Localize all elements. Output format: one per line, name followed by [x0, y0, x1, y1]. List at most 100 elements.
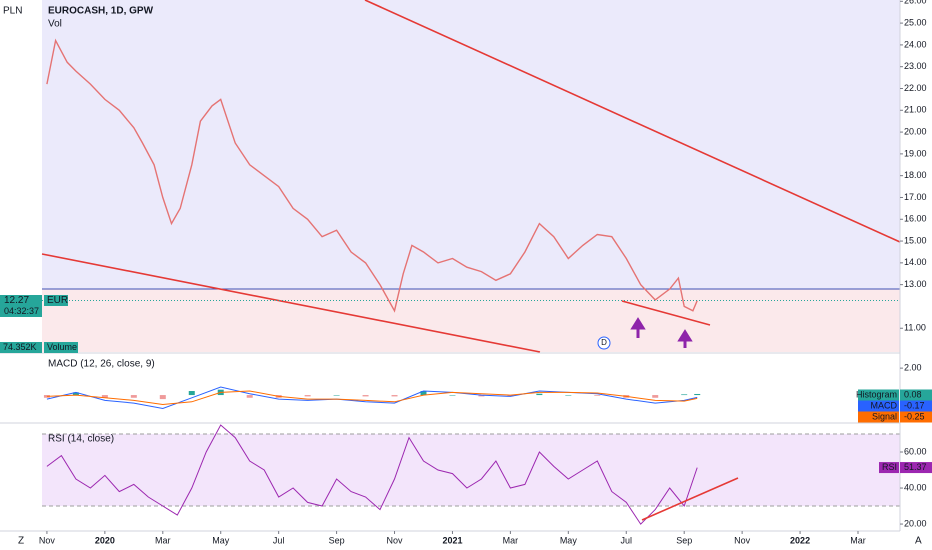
trend-line — [41, 253, 541, 353]
x-tick-label: Jul — [621, 535, 633, 545]
legend-name: RSI — [882, 462, 897, 472]
x-tick-label: May — [560, 535, 578, 545]
histogram-bar — [420, 391, 427, 396]
x-tick-label: Mar — [850, 535, 866, 545]
price-axis — [900, 0, 932, 550]
auto-button[interactable]: A — [915, 536, 922, 547]
y-tick-label: 20.00 — [904, 126, 927, 136]
y-tick-label: 14.00 — [904, 257, 927, 267]
series-line — [46, 390, 698, 406]
event-label[interactable]: D — [601, 338, 607, 347]
event-marker[interactable] — [597, 336, 611, 350]
rsi-band — [42, 434, 900, 507]
last-value: -0.25 — [904, 411, 925, 421]
y-tick-label: 26.00 — [904, 0, 927, 6]
legend-name: MACD — [871, 400, 898, 410]
y-tick-label: 19.00 — [904, 148, 927, 158]
last-value-bg — [900, 389, 932, 401]
histogram-bar — [449, 395, 456, 396]
x-tick-label: 2022 — [790, 535, 810, 545]
x-tick-label: Sep — [329, 535, 345, 545]
series-line — [46, 38, 698, 313]
last-value-bg — [900, 462, 932, 474]
trend-line — [641, 477, 739, 521]
histogram-bar — [246, 395, 253, 398]
x-tick-label: Nov — [387, 535, 404, 545]
y-tick-label: 22.00 — [904, 83, 927, 93]
y-tick-label: 16.00 — [904, 214, 927, 224]
last-value-bg — [900, 400, 932, 412]
y-tick-label: 11.00 — [904, 323, 926, 333]
histogram-bar — [101, 395, 108, 398]
last-value-bg — [900, 411, 932, 423]
last-value: 51.37 — [904, 462, 927, 472]
y-tick-label: 13.00 — [904, 279, 927, 289]
histogram-bar — [333, 395, 340, 396]
histogram-bar — [188, 391, 195, 396]
y-tick-label: 18.00 — [904, 170, 927, 180]
currency: EUR — [47, 295, 68, 306]
histogram-bar — [391, 395, 398, 397]
volume-value: 74.352K — [3, 342, 37, 352]
trend-line — [621, 300, 711, 326]
zoom-button[interactable]: Z — [18, 536, 24, 547]
histogram-bar — [130, 395, 137, 398]
price-badge — [0, 295, 42, 306]
last-value: 0.08 — [904, 389, 922, 399]
histogram-bar — [507, 395, 514, 397]
axes: 26.00 25.00 24.00 23.00 22.00 21.00 20.00 19.00… — [39, 0, 932, 545]
x-tick-label: Mar — [155, 535, 171, 545]
arrow — [677, 329, 693, 348]
y-tick-label: 21.00 — [904, 105, 927, 115]
histogram-bar — [159, 395, 166, 400]
y-tick-label: 60.00 — [904, 446, 927, 456]
histogram-bar — [652, 395, 659, 398]
volume-badge — [44, 342, 78, 353]
legend-name-bg — [879, 462, 899, 474]
chart-title: EUROCASH, 1D, GPW — [48, 6, 154, 17]
arrow — [630, 317, 646, 338]
x-tick-label: Jul — [273, 535, 285, 545]
histogram-bar — [72, 392, 79, 396]
legend-name: Histogram — [856, 389, 897, 399]
y-tick-label: 2.00 — [904, 362, 922, 372]
countdown: 04:32:37 — [4, 306, 39, 316]
pane-title: RSI (14, close) — [48, 434, 114, 445]
histogram-bar — [478, 395, 485, 397]
legend-name-bg — [858, 411, 899, 423]
histogram-bar — [362, 395, 369, 397]
y-tick-label: 24.00 — [904, 39, 927, 49]
last-value: -0.17 — [904, 400, 925, 410]
series-line — [46, 386, 698, 410]
last-price: 12.27 — [4, 295, 29, 306]
y-tick-label: 40.00 — [904, 482, 927, 492]
x-tick-label: May — [212, 535, 230, 545]
trend-line — [364, 0, 901, 243]
histogram-bar — [304, 395, 311, 397]
upper-zone — [42, 0, 900, 290]
y-tick-label: 17.00 — [904, 192, 927, 202]
subtitle: Vol — [48, 19, 62, 30]
currency-badge — [44, 295, 68, 306]
y-tick-label: 15.00 — [904, 235, 927, 245]
countdown-badge — [0, 306, 42, 317]
x-tick-label: Sep — [676, 535, 692, 545]
x-tick-label: Mar — [503, 535, 519, 545]
lower-zone — [42, 289, 900, 352]
histogram-bar — [694, 393, 701, 396]
unit: PLN — [3, 6, 22, 17]
volume-label: Volume — [47, 342, 77, 352]
histogram-bar — [594, 395, 601, 396]
y-tick-label: 25.00 — [904, 17, 927, 27]
plot — [42, 38, 900, 525]
histogram-bar — [681, 394, 688, 396]
legend-name: Signal — [872, 411, 897, 421]
pane-title: MACD (12, 26, close, 9) — [48, 359, 155, 370]
histogram-bar — [536, 393, 543, 396]
legend-name-bg — [858, 400, 899, 412]
x-tick-label: Nov — [39, 535, 56, 545]
histogram-bar — [565, 395, 572, 396]
volume-badge — [0, 342, 42, 353]
legend-name-bg — [858, 389, 899, 401]
